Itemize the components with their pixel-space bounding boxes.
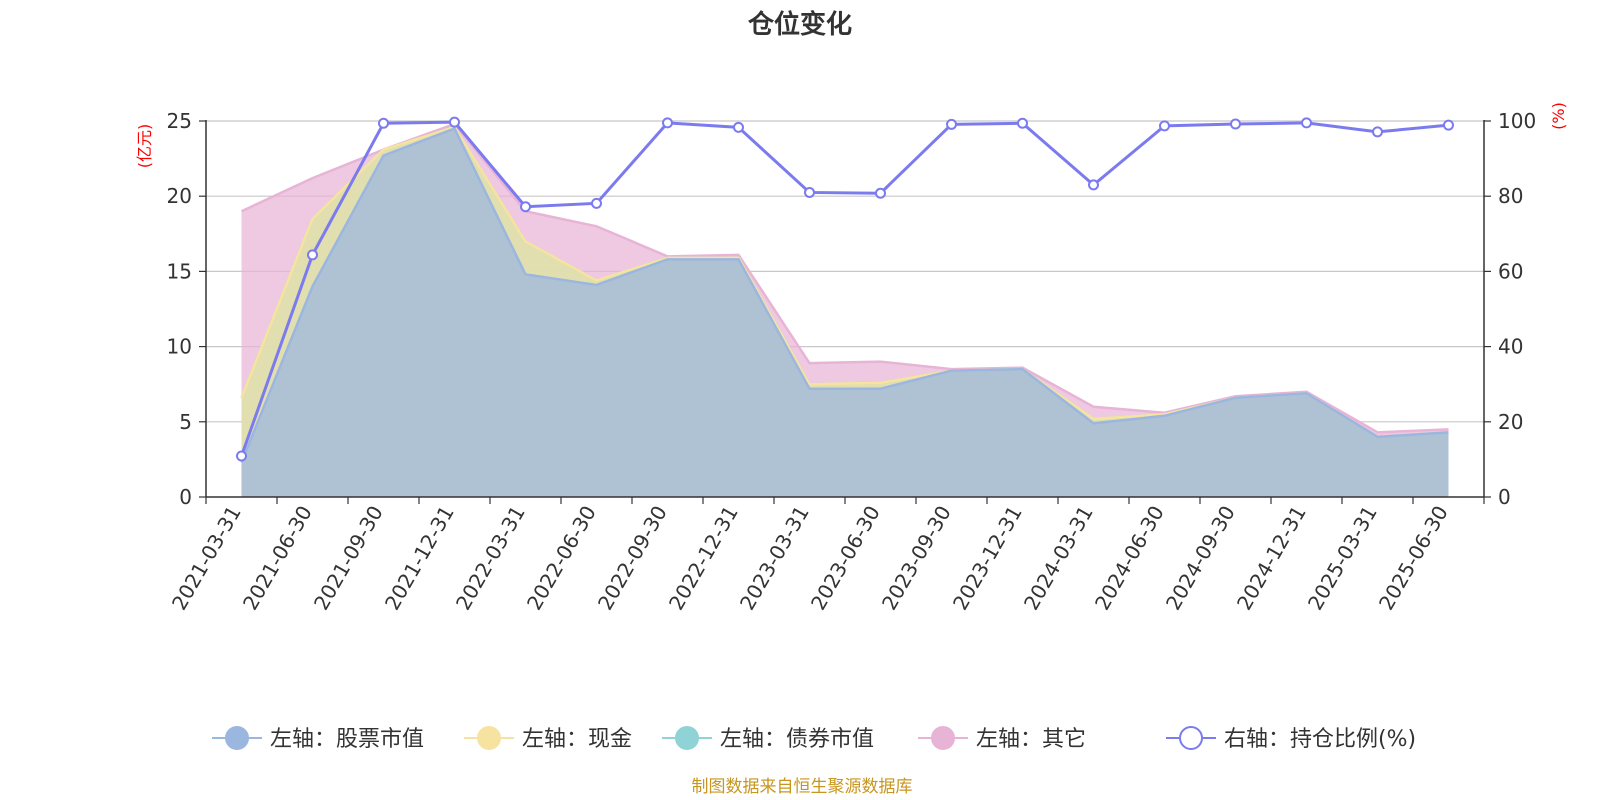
ratio-point [1443, 119, 1454, 131]
legend-item-other[interactable]: 左轴：其它 [918, 726, 1086, 752]
left-tick-label: 25 [167, 109, 192, 133]
ratio-point [1301, 117, 1312, 129]
x-tick-label: 2022-03-31 [451, 502, 530, 615]
ratio-point [662, 117, 673, 129]
legend-label: 左轴：其它 [976, 727, 1086, 752]
right-tick-label: 40 [1498, 335, 1523, 359]
x-tick-label: 2021-03-31 [167, 502, 246, 615]
ratio-point [875, 187, 886, 199]
left-tick-label: 0 [179, 485, 192, 509]
left-axis-ticks: 0 5 10 15 20 25 [167, 109, 206, 509]
ratio-point [804, 186, 815, 198]
left-tick-label: 10 [167, 335, 192, 359]
ratio-point [733, 121, 744, 133]
legend-marker [477, 726, 501, 750]
legend-marker [675, 726, 699, 750]
x-tick-label: 2024-12-31 [1232, 502, 1311, 615]
ratio-point [1017, 117, 1028, 129]
left-tick-label: 5 [179, 410, 192, 434]
x-tick-label: 2025-06-30 [1374, 502, 1453, 615]
ratio-point [1372, 126, 1383, 138]
legend-item-bond-market-value[interactable]: 左轴：债券市值 [662, 726, 874, 752]
x-tick-label: 2021-12-31 [380, 502, 459, 615]
x-tick-label: 2023-03-31 [735, 502, 814, 615]
chart-title: 仓位变化 [747, 9, 852, 40]
area-edge-stock-market-value [240, 126, 1449, 463]
ratio-point [378, 117, 389, 129]
right-tick-label: 20 [1498, 410, 1523, 434]
right-tick-label: 0 [1498, 485, 1511, 509]
x-tick-label: 2022-09-30 [593, 502, 672, 615]
ratio-point [1230, 118, 1241, 130]
ratio-line-path [240, 120, 1449, 457]
x-tick-label: 2024-03-31 [1019, 502, 1098, 615]
ratio-point [591, 197, 602, 209]
x-axis-ticks: 2021-03-312021-06-302021-09-302021-12-31… [167, 497, 1485, 615]
right-axis-unit: (%) [1549, 102, 1568, 130]
right-tick-label: 80 [1498, 184, 1523, 208]
left-tick-label: 15 [167, 259, 192, 283]
left-axis-unit: (亿元) [135, 124, 154, 169]
ratio-point [449, 116, 460, 128]
x-tick-label: 2021-09-30 [309, 502, 388, 615]
x-tick-label: 2024-06-30 [1090, 502, 1169, 615]
left-tick-label: 20 [167, 184, 192, 208]
source-note: 制图数据来自恒生聚源数据库 [692, 777, 913, 797]
legend: 左轴：股票市值 左轴：现金 左轴：债券市值 左轴：其它 右轴：持仓比例(%) [212, 726, 1416, 752]
legend-label: 右轴：持仓比例(%) [1224, 727, 1416, 752]
legend-marker [931, 726, 955, 750]
ratio-point [946, 118, 957, 130]
ratio-point [307, 249, 318, 261]
legend-label: 左轴：股票市值 [270, 727, 424, 752]
ratio-point [236, 450, 247, 462]
area-stock-market-value [241, 128, 1449, 497]
right-tick-label: 100 [1498, 109, 1536, 133]
legend-marker [1179, 726, 1203, 750]
ratio-point [520, 201, 531, 213]
legend-item-position-ratio[interactable]: 右轴：持仓比例(%) [1166, 726, 1416, 752]
x-tick-label: 2025-03-31 [1303, 502, 1382, 615]
right-axis-ticks: 0 20 40 60 80 100 [1484, 109, 1536, 509]
stacked-areas [240, 122, 1449, 498]
legend-item-stock-market-value[interactable]: 左轴：股票市值 [212, 726, 424, 752]
area-edge-other [240, 122, 1449, 434]
position-ratio-line [236, 116, 1454, 462]
ratio-point [1088, 179, 1099, 191]
x-tick-label: 2023-06-30 [806, 502, 885, 615]
x-tick-label: 2024-09-30 [1161, 502, 1240, 615]
x-tick-label: 2022-12-31 [664, 502, 743, 615]
x-tick-label: 2023-12-31 [948, 502, 1027, 615]
legend-item-cash[interactable]: 左轴：现金 [464, 726, 632, 752]
x-tick-label: 2022-06-30 [522, 502, 601, 615]
right-tick-label: 60 [1498, 259, 1523, 283]
legend-label: 左轴：债券市值 [720, 727, 874, 752]
x-tick-label: 2021-06-30 [238, 502, 317, 615]
x-tick-label: 2023-09-30 [877, 502, 956, 615]
legend-label: 左轴：现金 [522, 727, 632, 752]
ratio-point [1159, 120, 1170, 132]
legend-marker [225, 726, 249, 750]
